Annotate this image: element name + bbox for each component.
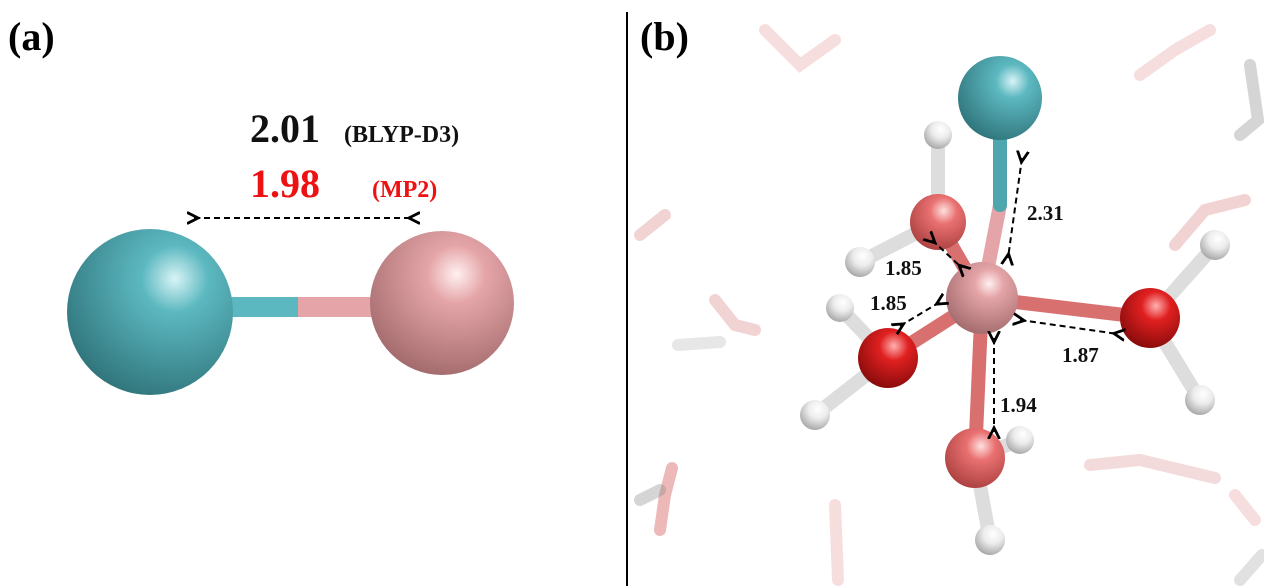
- panel-label: (a): [8, 14, 55, 59]
- distance-label: 1.94: [1000, 393, 1037, 417]
- figure: (a) 2.01 (BLYP-D3) 1.98 (MP2) (b): [0, 0, 1264, 586]
- bond-length: 1.98: [250, 161, 320, 206]
- distance-label: 1.87: [1062, 343, 1099, 367]
- atom: [370, 231, 514, 375]
- distance-label: 1.85: [870, 291, 907, 315]
- atoms: [800, 56, 1230, 555]
- distance-label: 1.85: [885, 256, 922, 280]
- atom: [67, 229, 233, 395]
- bond-length: 2.01: [250, 106, 320, 151]
- bond: [298, 297, 378, 317]
- distance-label: 2.31: [1027, 201, 1064, 225]
- method: (BLYP-D3): [344, 122, 459, 148]
- bond: [225, 297, 300, 317]
- method: (MP2): [372, 177, 437, 203]
- panel-label: (b): [640, 14, 689, 59]
